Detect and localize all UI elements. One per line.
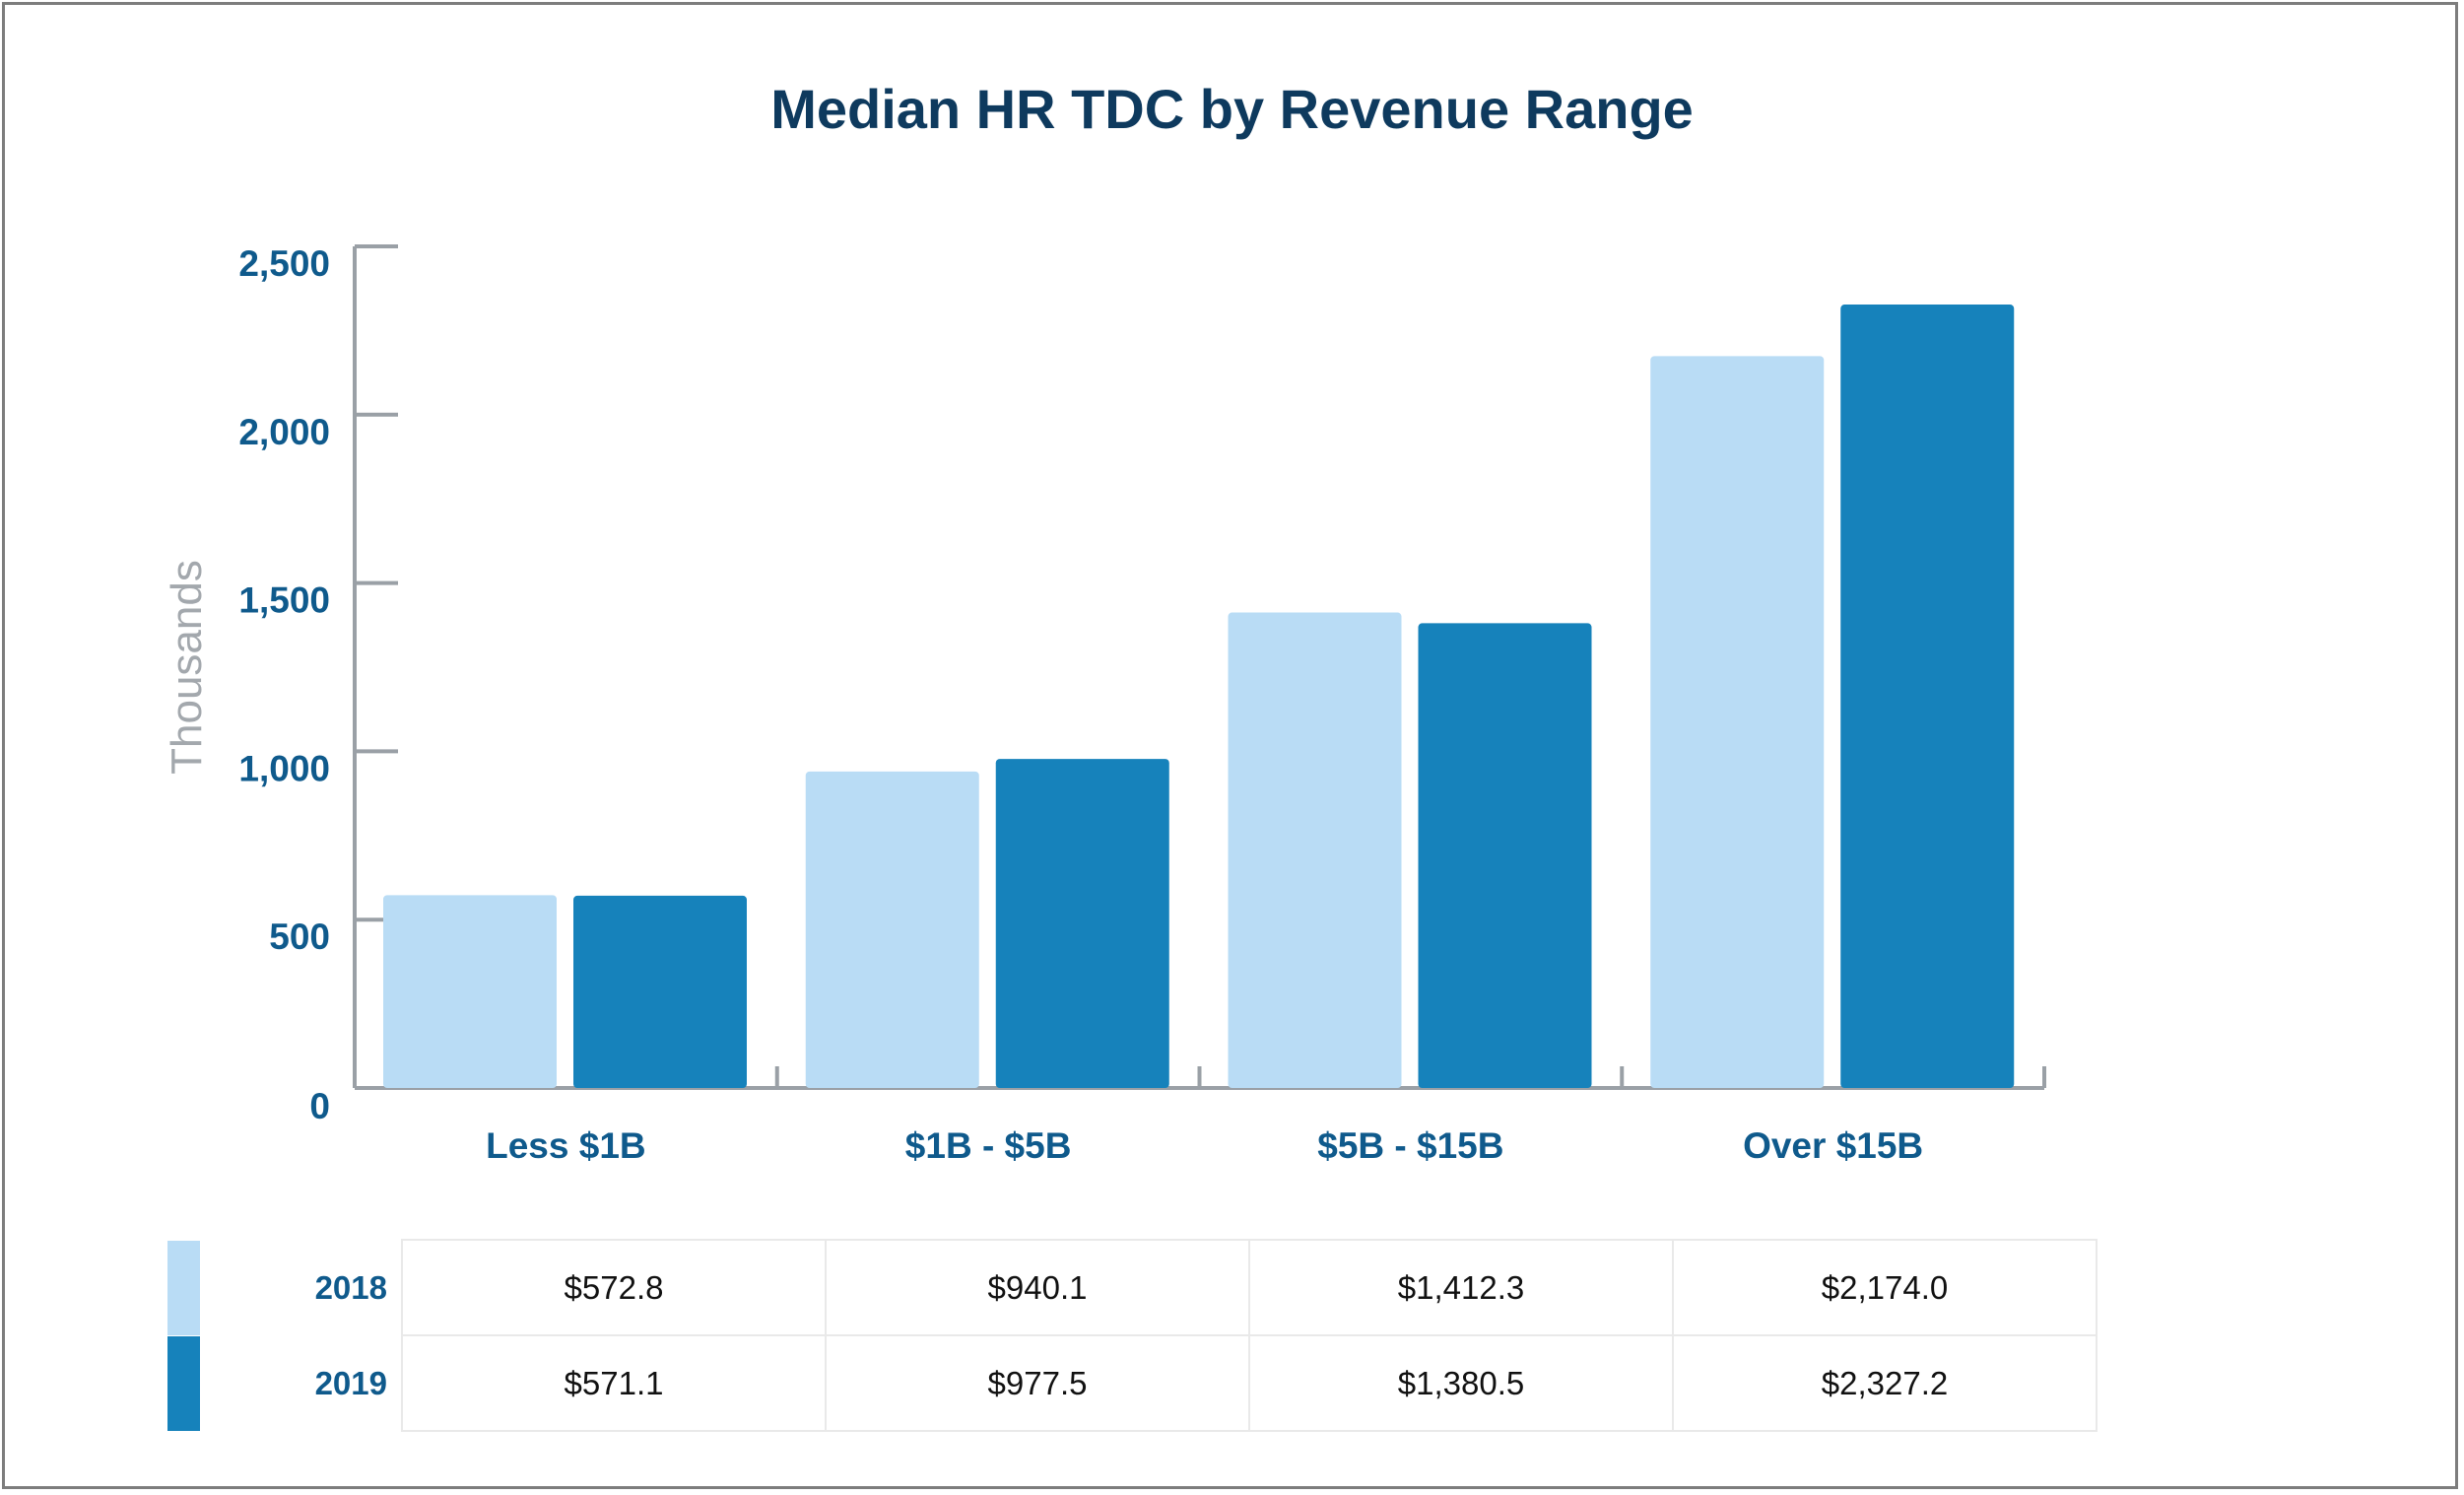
table-cell: $2,174.0 (1672, 1239, 2098, 1336)
bar-2019-2 (1418, 623, 1592, 1088)
data-table: 2018 $572.8 $940.1 $1,412.3 $2,174.0 2019 $571… (167, 1239, 2098, 1432)
y-tick-label: 2,000 (238, 412, 330, 452)
table-cell: $2,327.2 (1672, 1334, 2098, 1432)
series-name: 2018 (314, 1268, 387, 1306)
legend-swatch-cell (167, 1335, 200, 1431)
table-row: 2018 $572.8 $940.1 $1,412.3 $2,174.0 (167, 1239, 2098, 1336)
bars (383, 305, 2015, 1089)
tick-labels: 0 500 1,000 1,500 2,000 2,500 Less $1B $1B - $5… (238, 243, 1923, 1166)
legend-swatch (167, 1240, 200, 1335)
x-tick-label: Less $1B (486, 1125, 646, 1166)
table-cell: $977.5 (825, 1334, 1250, 1432)
legend-swatch-cell (167, 1240, 200, 1335)
y-tick-label: 500 (269, 917, 330, 957)
table-cell: $940.1 (825, 1239, 1250, 1336)
table-cell: $1,412.3 (1248, 1239, 1674, 1336)
table-cell: $571.1 (401, 1334, 827, 1432)
series-name: 2019 (314, 1364, 387, 1401)
y-tick-label: 2,500 (238, 243, 330, 284)
bar-2018-3 (1650, 356, 1825, 1089)
bar-2019-3 (1840, 305, 2015, 1089)
x-tick-label: $1B - $5B (905, 1125, 1072, 1166)
bar-2018-0 (383, 895, 557, 1088)
bar-2019-1 (995, 759, 1169, 1088)
bar-2018-1 (805, 771, 979, 1088)
legend-swatch (167, 1335, 200, 1431)
x-tick-label: Over $15B (1743, 1125, 1923, 1166)
table-cell: $1,380.5 (1248, 1334, 1674, 1432)
bar-2018-2 (1228, 612, 1402, 1088)
y-tick-label: 1,500 (238, 580, 330, 621)
y-tick-label: 0 (309, 1086, 330, 1126)
chart-title: Median HR TDC by Revenue Range (770, 78, 1694, 140)
y-tick-label: 1,000 (238, 748, 330, 788)
table-row: 2019 $571.1 $977.5 $1,380.5 $2,327.2 (167, 1334, 2098, 1432)
bar-2019-0 (573, 895, 747, 1088)
x-tick-label: $5B - $15B (1317, 1125, 1503, 1166)
table-cell: $572.8 (401, 1239, 827, 1336)
